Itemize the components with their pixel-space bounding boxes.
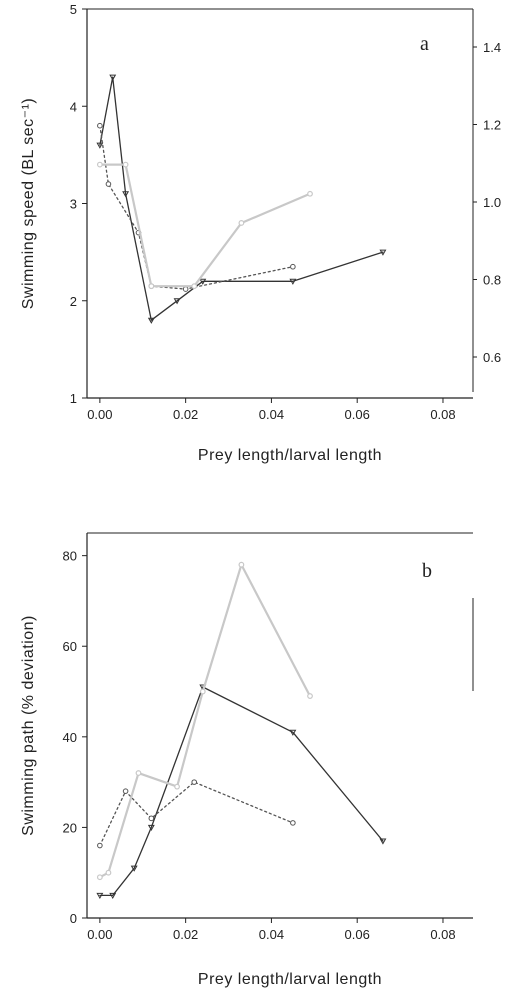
series-line-gray	[98, 163, 312, 288]
y-tick-label: 20	[63, 820, 77, 835]
panel-letter: b	[422, 560, 432, 582]
x-axis-title: Prey length/larval length	[198, 447, 382, 464]
data-point-triangle	[379, 838, 387, 845]
y-tick-label: 2	[70, 294, 77, 309]
data-point-triangle	[289, 278, 297, 285]
data-point-triangle	[122, 191, 130, 198]
right-tick-label: 1.4	[483, 40, 501, 55]
data-point-circle	[199, 688, 206, 695]
data-point-triangle	[147, 824, 155, 832]
y-tick-label: 80	[63, 549, 77, 564]
y-tick-label: 5	[70, 2, 77, 17]
data-point-circle	[191, 779, 198, 785]
y-tick-label: 40	[63, 730, 77, 745]
data-point-circle	[174, 783, 180, 790]
x-tick-label: 0.02	[173, 927, 198, 942]
data-point-triangle	[96, 892, 104, 899]
data-point-circle	[307, 693, 313, 699]
series-line-solid	[99, 76, 384, 321]
right-tick-label: 0.6	[483, 350, 501, 365]
panel-letter: a	[420, 33, 429, 55]
series-line-gray	[98, 563, 312, 879]
data-point-circle	[105, 869, 112, 876]
data-point-triangle	[96, 142, 104, 149]
series-line-solid	[99, 686, 384, 897]
x-tick-label: 0.00	[87, 927, 112, 942]
x-tick-label: 0.00	[87, 407, 112, 422]
right-tick-label: 1.0	[483, 195, 501, 210]
data-point-circle	[122, 788, 129, 794]
data-point-triangle	[130, 865, 138, 872]
x-axis-title: Prey length/larval length	[198, 971, 382, 988]
right-tick-label: 1.2	[483, 118, 501, 133]
right-tick-label: 0.8	[483, 273, 501, 288]
data-point-circle	[96, 161, 103, 168]
series-line-dotted	[99, 781, 294, 847]
y-tick-label: 1	[70, 391, 77, 406]
data-point-circle	[148, 815, 155, 822]
data-point-triangle	[173, 298, 181, 305]
data-point-triangle	[109, 892, 117, 899]
data-point-circle	[307, 190, 313, 197]
data-point-circle	[290, 820, 296, 826]
data-point-circle	[105, 181, 112, 187]
data-point-circle	[135, 770, 142, 776]
data-point-circle	[238, 220, 245, 226]
data-point-circle	[122, 161, 129, 168]
x-tick-label: 0.02	[173, 407, 198, 422]
x-tick-label: 0.04	[259, 927, 284, 942]
chart-panel-b: 0.00 0.02 0.04 0.06 0.08 0 20 40 60 80 Prey length…	[20, 532, 474, 988]
data-point-circle	[96, 874, 103, 881]
data-point-triangle	[147, 317, 155, 324]
data-point-circle	[97, 122, 103, 129]
y-axis-title: Swimming path (% deviation)	[20, 615, 37, 836]
chart-panel-a: 0.00 0.02 0.04 0.06 0.08 1 2 3 4 5 0.6 0.8 1.0 1.2 1.4…	[20, 2, 501, 464]
data-point-circle	[290, 263, 296, 270]
data-point-triangle	[379, 249, 387, 256]
data-point-triangle	[289, 729, 297, 736]
y-axis-title: Swimming speed (BL sec⁻¹)	[20, 98, 37, 310]
data-point-triangle	[109, 74, 117, 81]
data-point-circle	[97, 842, 103, 849]
x-tick-label: 0.08	[430, 927, 455, 942]
y-tick-label: 0	[70, 911, 77, 926]
data-point-circle	[191, 283, 198, 290]
y-tick-label: 4	[70, 99, 77, 114]
data-point-triangle	[199, 278, 207, 285]
x-tick-label: 0.06	[345, 407, 370, 422]
x-tick-label: 0.04	[259, 407, 284, 422]
data-point-circle	[238, 561, 245, 568]
x-tick-label: 0.08	[430, 407, 455, 422]
x-tick-label: 0.06	[345, 927, 370, 942]
data-point-circle	[148, 283, 155, 290]
y-tick-label: 3	[70, 197, 77, 212]
data-point-circle	[182, 286, 189, 292]
y-tick-label: 60	[63, 639, 77, 654]
